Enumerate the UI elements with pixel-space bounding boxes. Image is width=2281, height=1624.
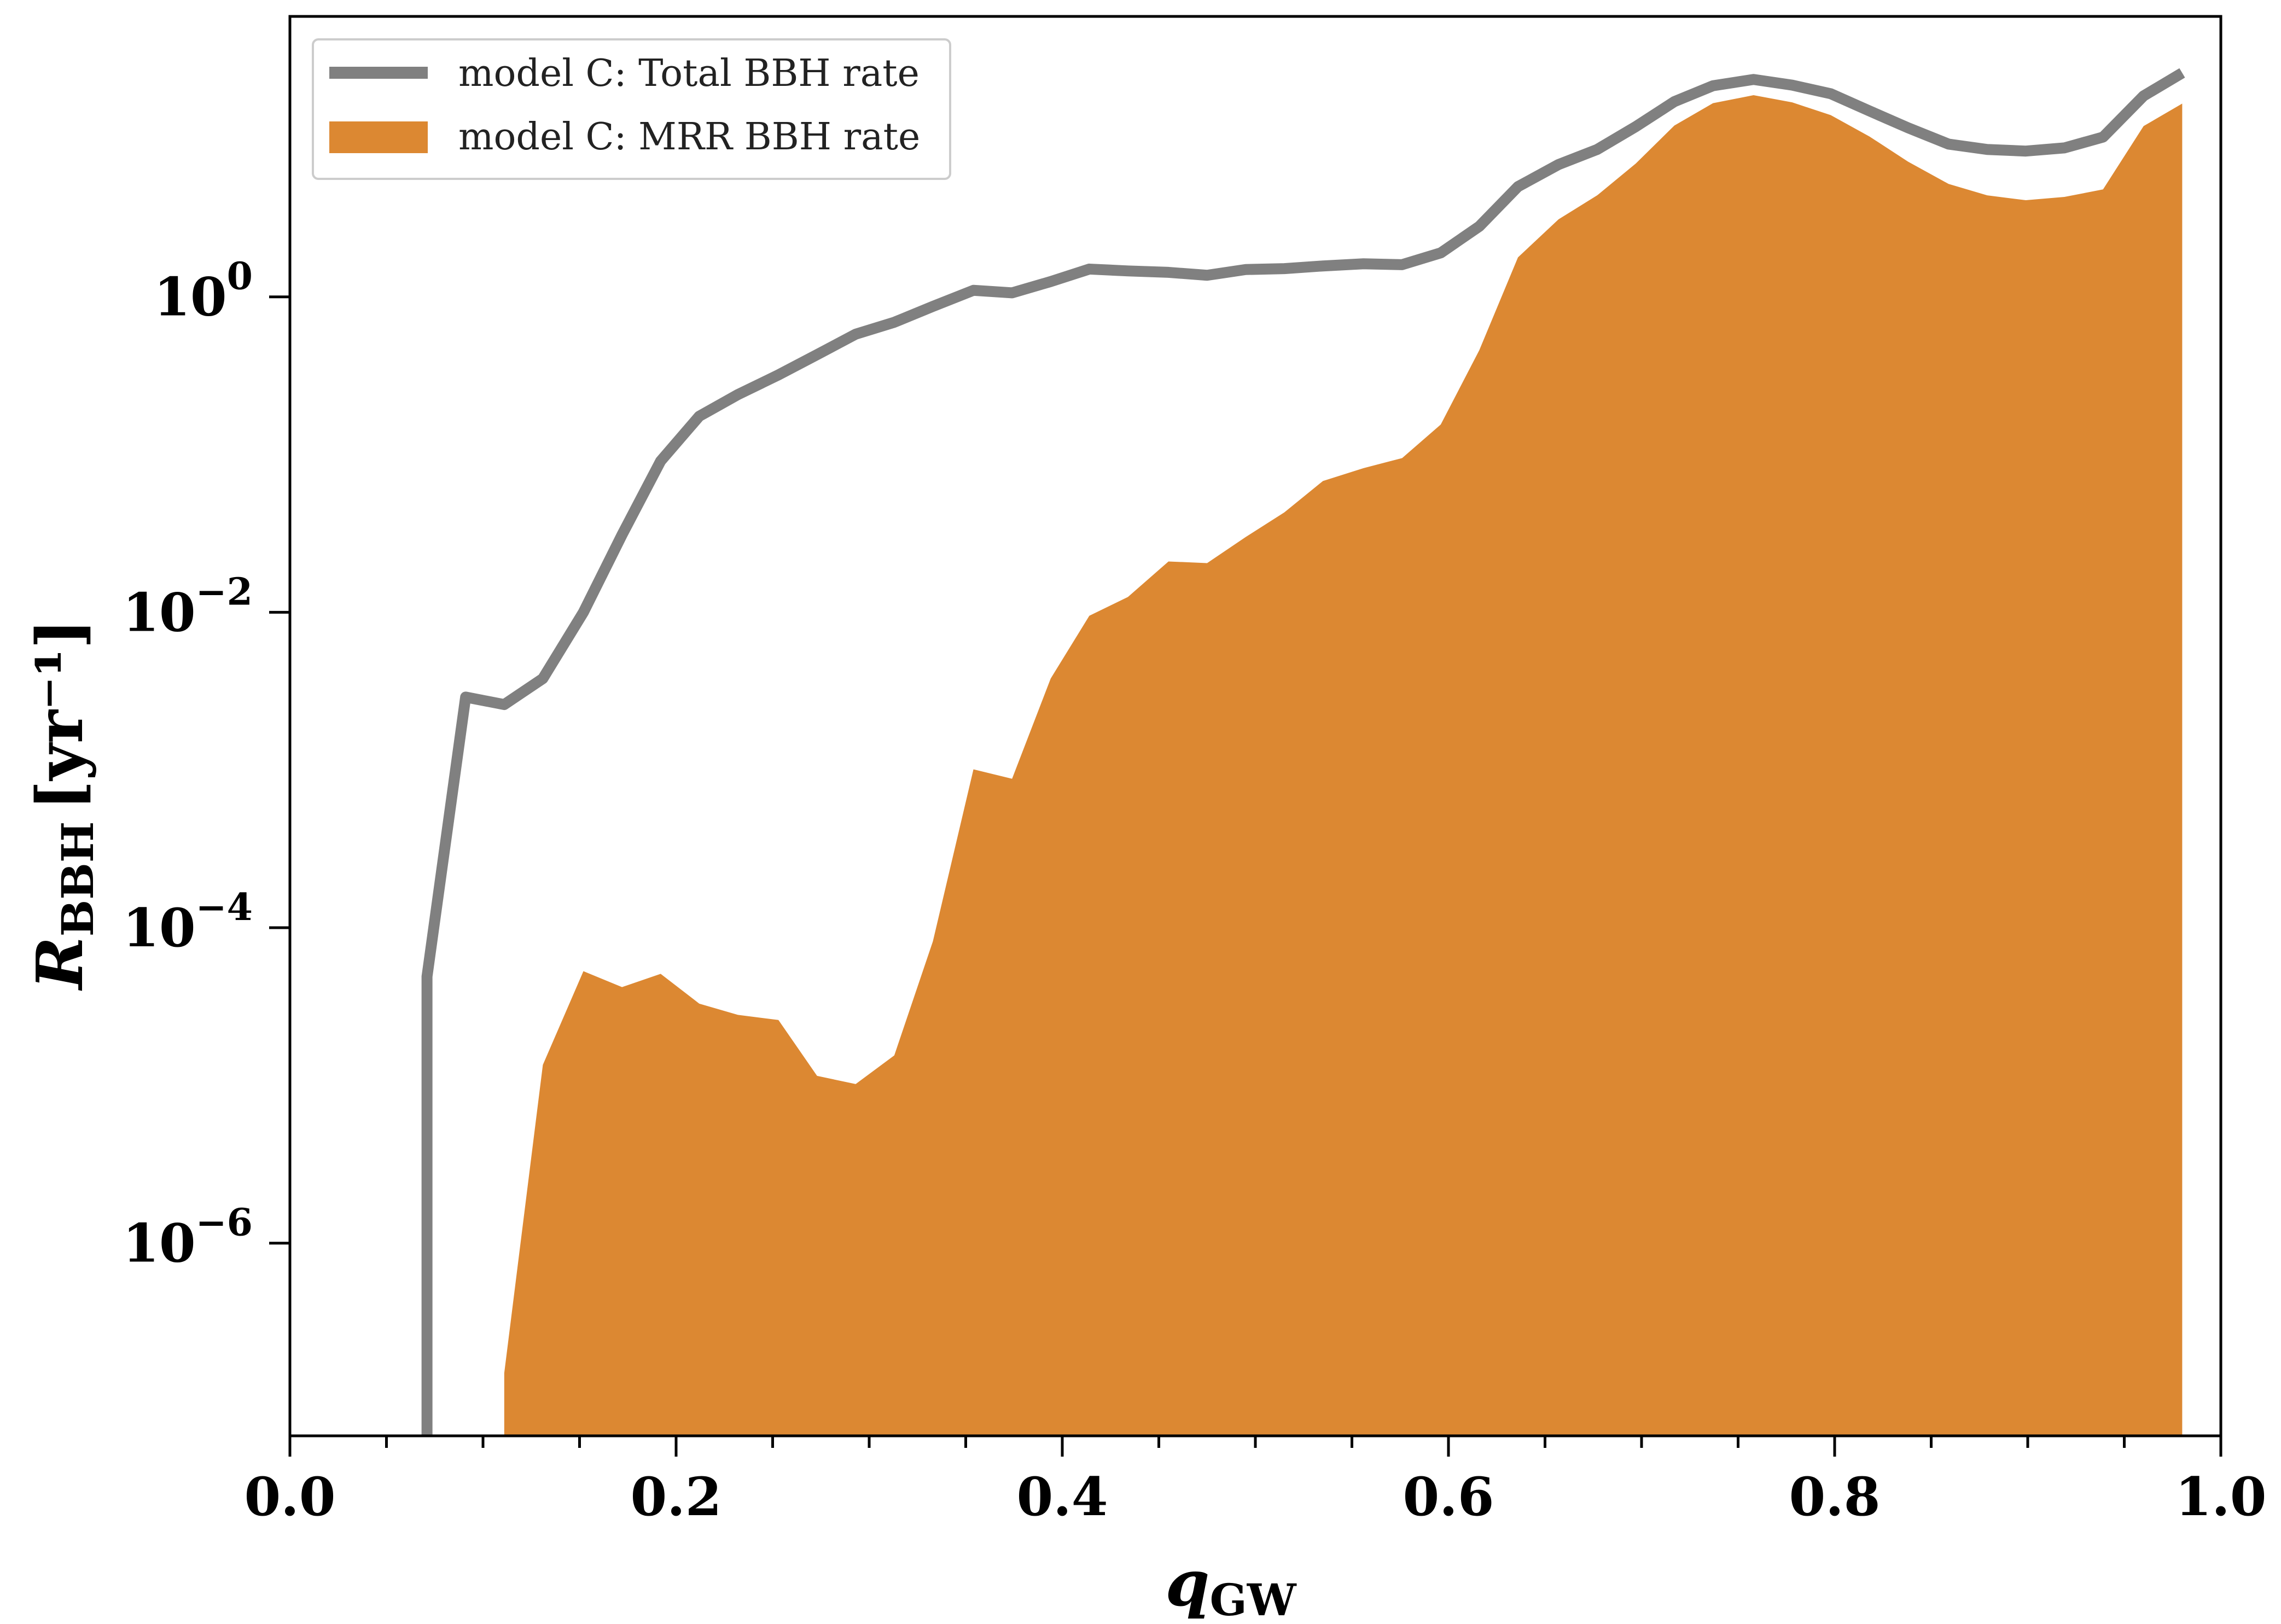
y-tick-label: 100	[154, 255, 253, 328]
x-tick-label: 0.0	[244, 1466, 335, 1528]
x-axis-label-main: q	[1165, 1546, 1209, 1621]
x-tick-label: 1.0	[2175, 1466, 2266, 1528]
y-tick-label: 10−4	[123, 886, 253, 959]
plot-area	[288, 15, 2222, 1437]
y-tick-label: 10−2	[123, 570, 253, 643]
x-axis-label: qGW	[1165, 1546, 1296, 1624]
x-tick-label: 0.6	[1403, 1466, 1494, 1528]
legend-swatch-mrr	[329, 121, 428, 153]
x-axis-label-sub: GW	[1209, 1574, 1296, 1624]
legend-label-total: model C: Total BBH rate	[458, 52, 920, 95]
y-tick-label: 10−6	[123, 1201, 253, 1274]
x-tick-label: 0.2	[630, 1466, 721, 1528]
y-axis-label-sub: BBH	[52, 822, 103, 937]
legend-frame	[312, 38, 951, 180]
legend-label-mrr: model C: MRR BBH rate	[458, 115, 920, 159]
x-axis: 0.0 0.2 0.4 0.6 0.8 1.0	[244, 1436, 2267, 1528]
series-total-line	[421, 68, 2185, 1436]
y-axis-label-main: R	[23, 936, 97, 991]
y-axis-label-unit: [yr⁻¹]	[23, 619, 97, 810]
x-tick-label: 0.4	[1016, 1466, 1108, 1528]
y-axis-label: RBBH [yr⁻¹]	[23, 619, 103, 991]
series-mrr-area	[504, 95, 2183, 1436]
y-axis: 100 10−2 10−4 10−6	[123, 255, 290, 1274]
x-tick-label: 0.8	[1789, 1466, 1880, 1528]
legend: model C: Total BBH rate model C: MRR BBH…	[312, 38, 951, 180]
